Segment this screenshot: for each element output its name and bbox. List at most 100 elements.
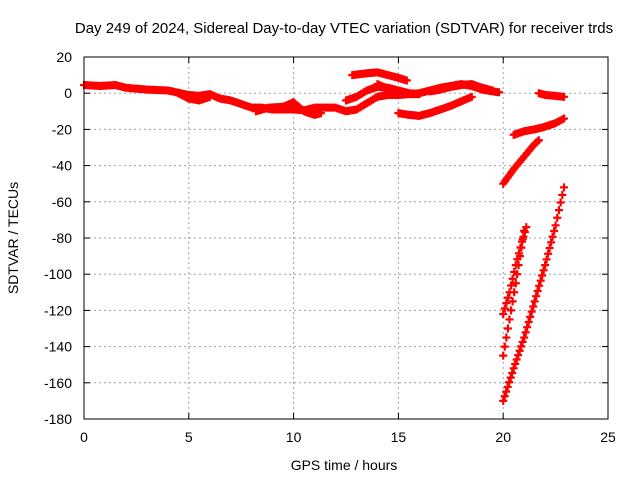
data-point [502,333,511,342]
data-point [544,249,553,258]
x-tick-label: 10 [286,429,302,445]
data-point [508,297,517,306]
data-point [536,276,545,285]
data-point [558,190,567,199]
data-point [518,337,527,346]
data-point [534,136,543,145]
x-tick-label: 15 [391,429,407,445]
data-point [505,315,514,324]
data-point [500,304,509,313]
data-point [515,346,524,355]
data-point [559,183,568,192]
data-point [506,373,515,382]
series-10 [534,89,568,101]
y-axis-label: SDTVAR / TECUs [5,182,21,294]
data-point [511,279,520,288]
data-point [533,287,542,296]
data-point [402,76,411,85]
data-point [551,221,560,230]
data-point [539,266,548,275]
data-point [499,351,508,360]
series-4 [348,68,411,85]
data-point [530,297,539,306]
data-point [520,333,529,342]
data-point [545,244,554,253]
y-tick-label: -80 [52,230,72,246]
series-7 [425,80,497,96]
data-point [508,368,517,377]
y-tick-label: -160 [44,375,72,391]
data-point [511,359,520,368]
data-point [500,392,509,401]
data-point [512,355,521,364]
data-point [538,271,547,280]
data-point [541,261,550,270]
data-point [559,92,568,101]
data-point [529,302,538,311]
y-tick-label: -20 [52,121,72,137]
x-axis-label: GPS time / hours [291,457,398,473]
y-tick-label: -140 [44,339,72,355]
data-point [520,226,529,235]
data-point [515,252,524,261]
data-point [467,92,476,101]
y-tick-label: -100 [44,266,72,282]
data-point [205,92,214,101]
series-6 [394,92,476,120]
data-point [547,238,556,247]
data-point [518,235,527,244]
data-point [527,307,536,316]
y-tick-label: 20 [56,49,72,65]
data-point [526,312,535,321]
data-point [556,198,565,207]
data-point [514,261,523,270]
series-11 [499,223,531,319]
data-point [503,293,512,302]
series-1 [174,89,214,105]
y-tick-label: 0 [64,85,72,101]
data-point [495,88,504,97]
data-marks [80,68,568,405]
series-5 [373,80,424,99]
series-2 [251,98,325,119]
x-tick-label: 20 [495,429,511,445]
data-point [415,90,424,99]
data-point [532,292,541,301]
data-point [535,281,544,290]
y-tick-label: -40 [52,158,72,174]
data-point [513,270,522,279]
data-point [533,137,542,146]
data-point [524,318,533,327]
series-8 [499,136,543,188]
data-point [517,243,526,252]
data-point [316,109,325,118]
data-point [510,288,519,297]
y-tick-label: -180 [44,411,72,427]
data-point [499,396,508,405]
data-point [514,351,523,360]
series-9 [509,114,568,139]
data-point [548,232,557,241]
data-point [505,378,514,387]
x-tick-label: 25 [600,429,616,445]
axis-ticks: 0 5 10 15 20 25 20 0 -20 -40 -60 -80 -100 -120 -140 -16… [44,49,616,445]
data-point [553,213,562,222]
data-point [507,281,516,290]
data-point [503,324,512,333]
y-tick-label: -60 [52,194,72,210]
data-point [488,86,497,95]
data-point [507,306,516,315]
data-point [517,342,526,351]
data-point [509,364,518,373]
x-tick-label: 0 [80,429,88,445]
data-point [508,274,517,283]
data-point [554,206,563,215]
data-point [559,114,568,123]
chart-title: Day 249 of 2024, Sidereal Day-to-day VTE… [75,20,613,37]
series-0 [80,80,504,116]
x-tick-label: 5 [185,429,193,445]
data-point [500,342,509,351]
series-12 [499,226,529,360]
data-point [503,382,512,391]
